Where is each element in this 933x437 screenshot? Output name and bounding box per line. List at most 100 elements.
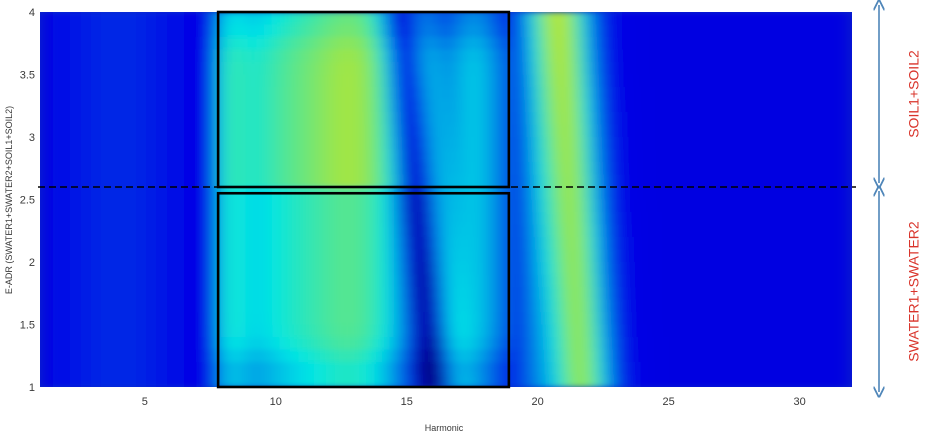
heatmap-cell <box>799 249 807 263</box>
heatmap-cell <box>249 324 257 338</box>
heatmap-cell <box>373 137 382 151</box>
heatmap-cell <box>642 187 650 201</box>
heatmap-cell <box>446 149 454 163</box>
heatmap-cell <box>419 49 427 63</box>
heatmap-cell <box>491 224 499 238</box>
heatmap-cell <box>707 337 716 351</box>
heatmap-cell <box>498 37 506 51</box>
heatmap-cell <box>275 137 283 151</box>
heatmap-cell <box>793 362 801 376</box>
heatmap-cell <box>334 149 342 163</box>
heatmap-cell <box>734 187 742 201</box>
heatmap-cell <box>203 199 211 213</box>
heatmap-cell <box>734 137 742 151</box>
heatmap-cell <box>249 262 257 276</box>
heatmap-cell <box>157 224 166 238</box>
heatmap-cell <box>125 12 133 26</box>
heatmap-cell <box>308 324 316 338</box>
heatmap-cell <box>347 74 355 88</box>
heatmap-cell <box>793 287 801 301</box>
heatmap-cell <box>210 149 218 163</box>
heatmap-cell <box>485 312 493 326</box>
heatmap-cell <box>655 337 663 351</box>
heatmap-cell <box>85 287 93 301</box>
heatmap-cell <box>779 299 788 313</box>
x-tick-label: 20 <box>532 396 544 408</box>
heatmap-cell <box>576 324 585 338</box>
heatmap-cell <box>563 374 572 387</box>
heatmap-cell <box>786 212 794 226</box>
heatmap-cell <box>131 237 139 251</box>
heatmap-cell <box>707 349 716 363</box>
heatmap-cell <box>681 199 689 213</box>
heatmap-cell <box>105 374 113 387</box>
heatmap-cell <box>367 112 375 126</box>
heatmap-cell <box>170 62 179 76</box>
heatmap-cell <box>151 362 159 376</box>
heatmap-cell <box>40 262 48 276</box>
heatmap-cell <box>177 212 185 226</box>
heatmap-cell <box>662 187 670 201</box>
heatmap-cell <box>46 299 54 313</box>
heatmap-cell <box>387 287 395 301</box>
heatmap-cell <box>170 124 179 138</box>
heatmap-cell <box>328 362 336 376</box>
heatmap-cell <box>531 337 539 351</box>
heatmap-cell <box>747 249 755 263</box>
heatmap-cell <box>216 99 224 113</box>
heatmap-cell <box>380 362 388 376</box>
heatmap-cell <box>151 99 159 113</box>
heatmap-cell <box>446 312 454 326</box>
heatmap-cell <box>668 212 676 226</box>
heatmap-cell <box>288 299 296 313</box>
heatmap-cell <box>328 124 336 138</box>
heatmap-cell <box>550 49 558 63</box>
heatmap-cell <box>334 137 342 151</box>
heatmap-cell <box>491 112 499 126</box>
heatmap-cell <box>190 199 198 213</box>
heatmap-cell <box>184 362 192 376</box>
heatmap-cell <box>138 349 146 363</box>
heatmap-cell <box>518 212 526 226</box>
heatmap-cell <box>511 174 519 188</box>
heatmap-cell <box>721 337 729 351</box>
heatmap-cell <box>491 312 499 326</box>
heatmap-cell <box>570 337 578 351</box>
heatmap-cell <box>406 199 414 213</box>
heatmap-cell <box>511 24 519 38</box>
heatmap-cell <box>819 212 827 226</box>
heatmap-cell <box>249 174 257 188</box>
heatmap-cell <box>112 49 120 63</box>
heatmap-cell <box>583 137 591 151</box>
heatmap-cell <box>269 374 277 387</box>
heatmap-cell <box>105 99 113 113</box>
heatmap-cell <box>46 24 54 38</box>
heatmap-cell <box>629 187 637 201</box>
heatmap-cell <box>721 112 729 126</box>
heatmap-cell <box>426 24 434 38</box>
heatmap-cell <box>98 12 107 26</box>
heatmap-cell <box>406 24 414 38</box>
heatmap-cell <box>92 87 100 101</box>
heatmap-cell <box>301 62 310 76</box>
heatmap-cell <box>164 187 172 201</box>
heatmap-cell <box>491 124 499 138</box>
heatmap-cell <box>360 99 369 113</box>
heatmap-cell <box>832 312 840 326</box>
heatmap-cell <box>151 337 159 351</box>
heatmap-cell <box>288 312 296 326</box>
heatmap-cell <box>308 374 316 387</box>
heatmap-cell <box>315 99 323 113</box>
heatmap-cell <box>197 124 205 138</box>
heatmap-cell <box>373 299 382 313</box>
heatmap-cell <box>550 299 558 313</box>
heatmap-cell <box>694 124 702 138</box>
heatmap-cell <box>393 24 401 38</box>
heatmap-cell <box>373 212 382 226</box>
heatmap-cell <box>59 124 67 138</box>
heatmap-cell <box>779 12 788 26</box>
heatmap-cell <box>832 287 840 301</box>
heatmap-cell <box>590 262 598 276</box>
heatmap-cell <box>426 249 434 263</box>
heatmap-cell <box>282 74 290 88</box>
